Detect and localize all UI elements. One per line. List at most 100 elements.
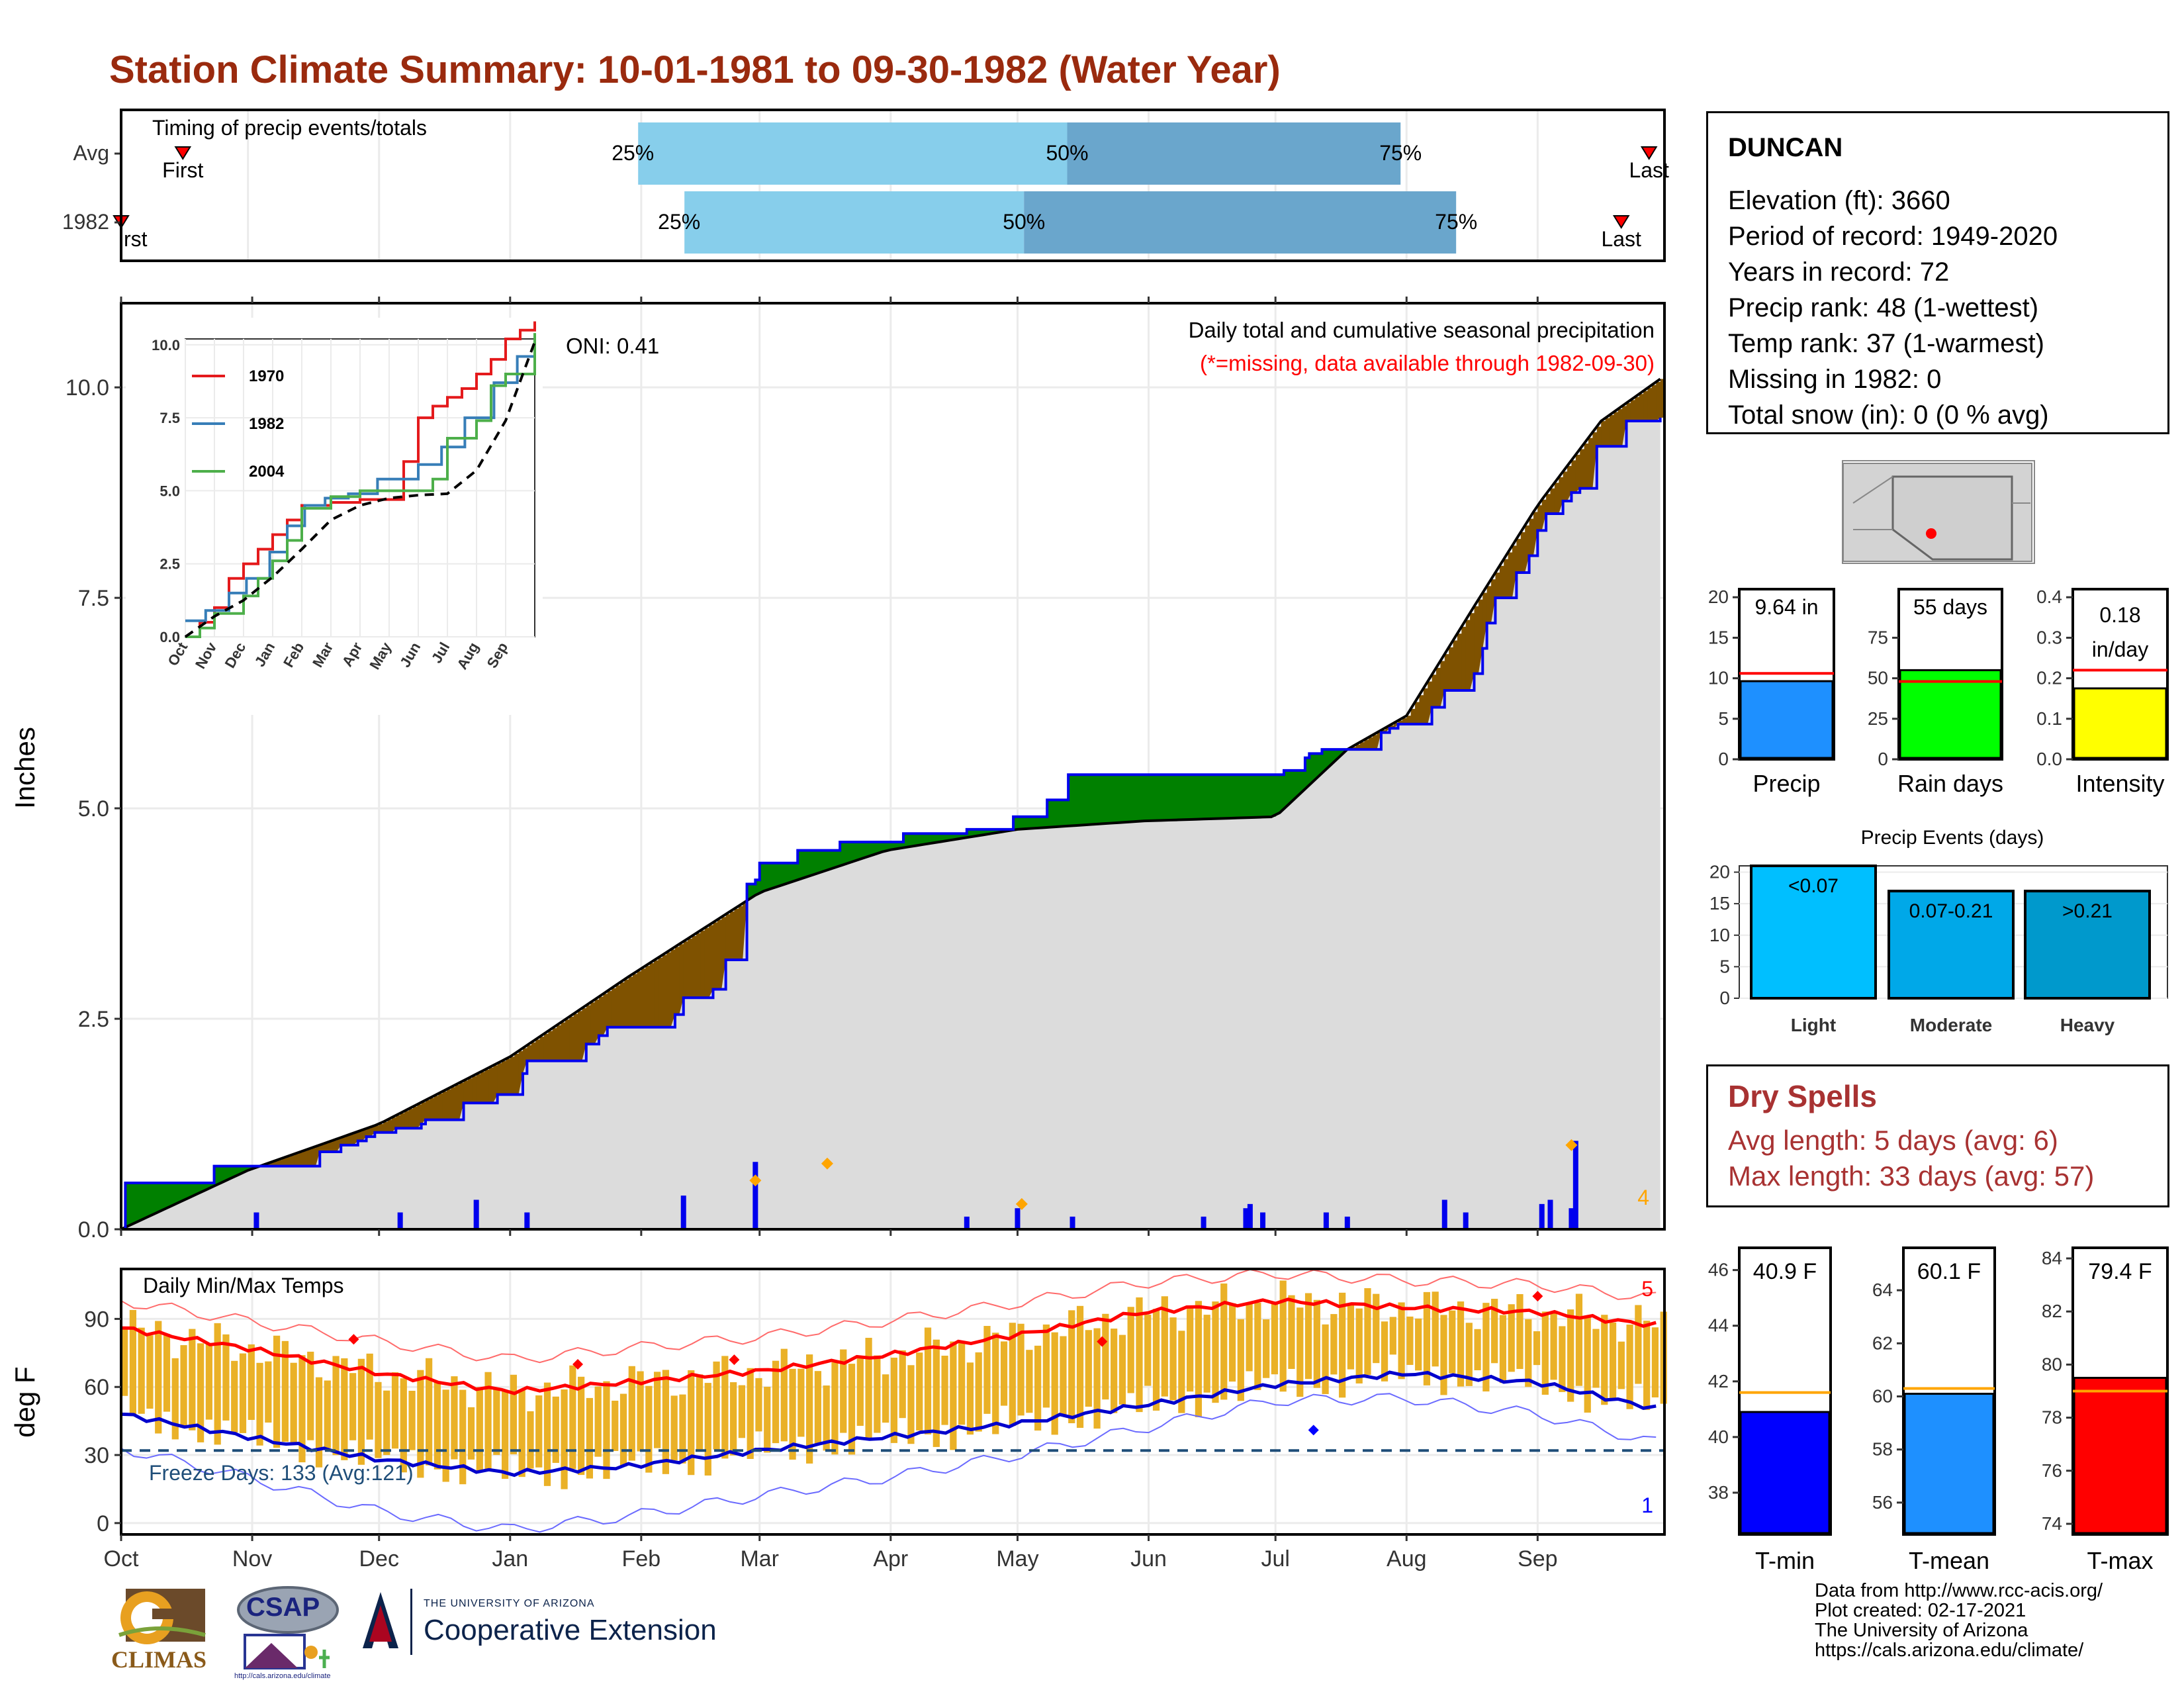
daily-temp-bar [1017, 1323, 1024, 1416]
anomaly-slice [594, 999, 600, 1045]
daily-temp-bar [975, 1352, 982, 1432]
daily-temp-bar [189, 1329, 196, 1430]
month-label: Jul [1261, 1546, 1289, 1571]
anomaly-slice [1034, 816, 1040, 829]
inset-legend-label: 1982 [249, 415, 284, 433]
daily-precip-bar [1463, 1212, 1469, 1229]
location-map [1842, 460, 2035, 564]
month-label: Jan [492, 1546, 528, 1571]
daily-temp-bar [688, 1370, 695, 1476]
daily-temp-bar [1415, 1318, 1422, 1371]
station-years: Years in record: 72 [1728, 258, 1950, 287]
precip-events-panel: 0 5 10 15 20 <0.07 Light 0.07-0.21 Moderate >0.21… [1709, 827, 2168, 1035]
anomaly-slice [1263, 774, 1268, 818]
anomaly-slice [226, 1166, 232, 1180]
station-info-box: DUNCAN Elevation (ft): 3660 Period of re… [1706, 111, 2169, 434]
daily-temp-bar [417, 1370, 424, 1478]
precip-corner-count: 4 [1637, 1186, 1649, 1209]
arizona-shape [1891, 475, 2013, 561]
daily-precip-bar [1441, 1199, 1447, 1229]
timing-p75-label: 75% [1379, 141, 1422, 165]
daily-temp-bar [408, 1391, 416, 1450]
anomaly-slice [1584, 443, 1589, 489]
anomaly-slice [624, 979, 629, 1027]
daily-temp-bar [239, 1353, 247, 1433]
anomaly-slice [548, 1031, 553, 1061]
anomaly-slice [658, 957, 663, 1027]
daily-temp-bar [612, 1400, 619, 1451]
anomaly-slice [1292, 770, 1297, 801]
anomaly-slice [522, 1048, 527, 1074]
anomaly-slice [713, 922, 718, 990]
anomaly-slice [1173, 774, 1179, 820]
daily-temp-bar [1034, 1345, 1042, 1431]
anomaly-slice [1030, 816, 1035, 829]
daily-temp-bar [789, 1368, 796, 1460]
anomaly-slice [176, 1183, 181, 1204]
daily-temp-bar [1322, 1324, 1329, 1394]
daily-precip-bar [964, 1216, 970, 1229]
daily-temp-bar [916, 1352, 923, 1430]
temp-count-top: 5 [1641, 1277, 1653, 1301]
anomaly-slice [1297, 770, 1302, 797]
daily-temp-bar [780, 1348, 788, 1442]
anomaly-slice [535, 1039, 541, 1061]
anomaly-slice [1592, 432, 1598, 489]
anomaly-slice [865, 841, 870, 858]
daily-temp-bar [1263, 1319, 1270, 1378]
anomaly-slice [1596, 426, 1602, 447]
daily-temp-bar [214, 1323, 221, 1445]
anomaly-slice [916, 833, 921, 846]
daily-temp-bar [205, 1343, 213, 1420]
daily-temp-bar [1203, 1315, 1210, 1393]
tbar-axis-label: T-max [2087, 1547, 2153, 1574]
station-elevation: Elevation (ft): 3660 [1728, 186, 1950, 215]
daily-temp-bar [1144, 1315, 1152, 1386]
anomaly-slice [442, 1091, 447, 1120]
anomaly-slice [1575, 454, 1580, 493]
event-category-label: Heavy [2060, 1015, 2115, 1035]
anomaly-slice [848, 841, 853, 863]
anomaly-slice [1635, 397, 1640, 422]
tbar-y-tick-label: 84 [2042, 1248, 2062, 1268]
y-tick-label: 5.0 [78, 796, 109, 821]
daily-temp-bar [1313, 1299, 1320, 1388]
anomaly-slice [1271, 774, 1276, 818]
anomaly-slice [1504, 559, 1509, 598]
anomaly-slice [801, 850, 807, 879]
daily-temp-bar [1254, 1302, 1261, 1390]
anomaly-slice [666, 952, 672, 1027]
anomaly-slice [637, 971, 642, 1027]
anomaly-slice [1529, 518, 1534, 556]
daily-temp-bar [874, 1355, 881, 1433]
daily-temp-bar [1457, 1301, 1465, 1387]
mini-y-tick-label: 5 [1718, 708, 1729, 729]
anomaly-slice [302, 1150, 308, 1166]
anomaly-slice [945, 833, 950, 841]
credits-block: Data from http://www.rcc-acis.org/ Plot … [1815, 1581, 2103, 1660]
precip-note-missing: (*=missing, data available through 1982-… [1200, 351, 1655, 375]
last-event-marker [1640, 146, 1658, 160]
daily-temp-bar [1161, 1296, 1168, 1397]
daily-temp-bar [772, 1360, 780, 1444]
daily-temp-bar [983, 1326, 991, 1414]
daily-temp-bar [1423, 1291, 1431, 1385]
anomaly-slice [709, 925, 714, 998]
daily-temp-bar [459, 1389, 467, 1485]
avg-max-line [120, 1297, 1657, 1395]
anomaly-slice [163, 1183, 168, 1210]
anomaly-slice [218, 1166, 223, 1184]
daily-temp-bar [1567, 1309, 1574, 1402]
precip-note-title: Daily total and cumulative seasonal prec… [1189, 318, 1655, 342]
anomaly-slice [1359, 742, 1365, 750]
anomaly-slice [336, 1139, 341, 1152]
daily-temp-bar [1127, 1307, 1134, 1393]
anomaly-slice [730, 911, 735, 961]
anomaly-slice [1081, 774, 1086, 825]
anomaly-slice [222, 1166, 228, 1182]
daily-temp-bar [467, 1407, 475, 1460]
daily-temp-bar [1440, 1315, 1447, 1395]
daily-temp-bar [197, 1343, 205, 1442]
anomaly-slice [933, 833, 938, 843]
station-location-dot [1926, 528, 1936, 539]
